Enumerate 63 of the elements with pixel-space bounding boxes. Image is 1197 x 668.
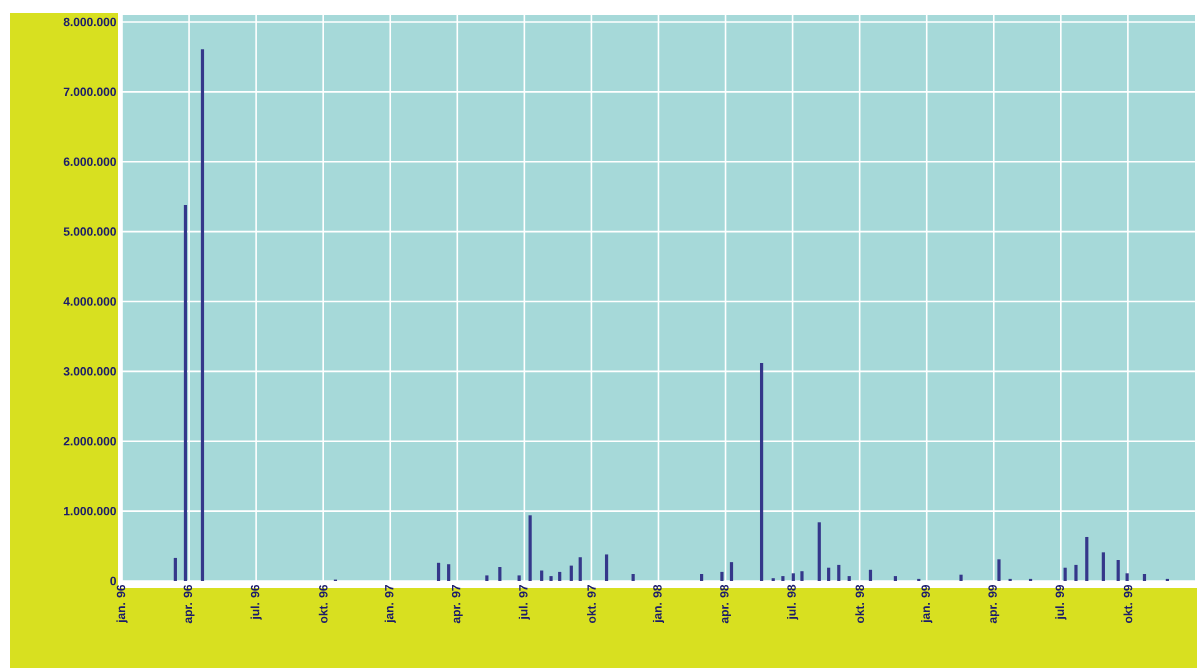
bar [549,576,553,581]
y-tick-label: 3.000.000 [63,367,116,376]
bar [498,567,502,581]
x-tick-label: okt. 97 [587,585,596,624]
y-tick-label: 7.000.000 [63,87,116,97]
bar [1063,567,1067,581]
bar [578,557,582,581]
x-tick-label: okt. 98 [855,584,865,624]
bar [173,557,177,581]
bar [1142,574,1147,581]
bar [200,49,205,581]
x-tick-label: jan. 97 [384,585,396,624]
x-tick-label: jul. 99 [1055,584,1067,620]
bar [1116,560,1120,581]
y-tick-label: 0 [110,576,116,586]
bar [1085,536,1089,581]
bar [183,205,188,581]
y-tick-label: 2.000.000 [63,437,116,446]
x-tick-label: okt. 96 [318,584,328,624]
bar [569,565,573,581]
bar [699,574,704,581]
bar [959,574,963,581]
bar [759,362,764,581]
bar [729,562,734,581]
x-tick-label: apr. 97 [451,585,463,624]
bar [847,576,851,581]
bar [558,571,562,581]
y-tick-label: 6.000.000 [63,157,116,166]
bar [791,573,795,581]
y-tick-label: 4.000.000 [63,297,116,306]
bar [827,567,831,581]
y-tick-label: 5.000.000 [63,227,116,236]
bar [1125,573,1129,581]
x-tick-label: jul. 97 [518,585,530,620]
x-tick-label: apr. 98 [720,584,731,624]
x-tick-label: apr. 99 [988,584,1000,624]
y-tick-label: 1.000.000 [64,506,116,516]
bar [837,564,841,581]
x-tick-label: jul. 96 [250,584,262,620]
bar [604,554,609,581]
x-tick-label: jan. 98 [652,584,665,624]
bar [800,571,804,581]
bar [868,569,873,581]
x-tick-label: jan. 99 [921,584,933,624]
x-tick-label: jan. 96 [116,584,128,624]
bar [447,564,451,581]
bar [997,559,1001,581]
y-tick-label: 8.000.000 [63,17,116,27]
bar [893,576,898,581]
bar [781,576,785,581]
bar [485,575,489,581]
bar [817,522,821,581]
x-tick-label: okt. 99 [1123,584,1133,624]
bar [1101,552,1105,581]
x-tick-label: jul. 98 [787,584,799,620]
x-tick-label: apr. 96 [183,584,195,624]
bar [436,562,441,581]
bar [1074,564,1078,581]
bar [631,574,635,581]
bar [517,575,521,581]
bar [771,578,775,581]
bar [528,515,532,581]
bar [720,571,724,581]
